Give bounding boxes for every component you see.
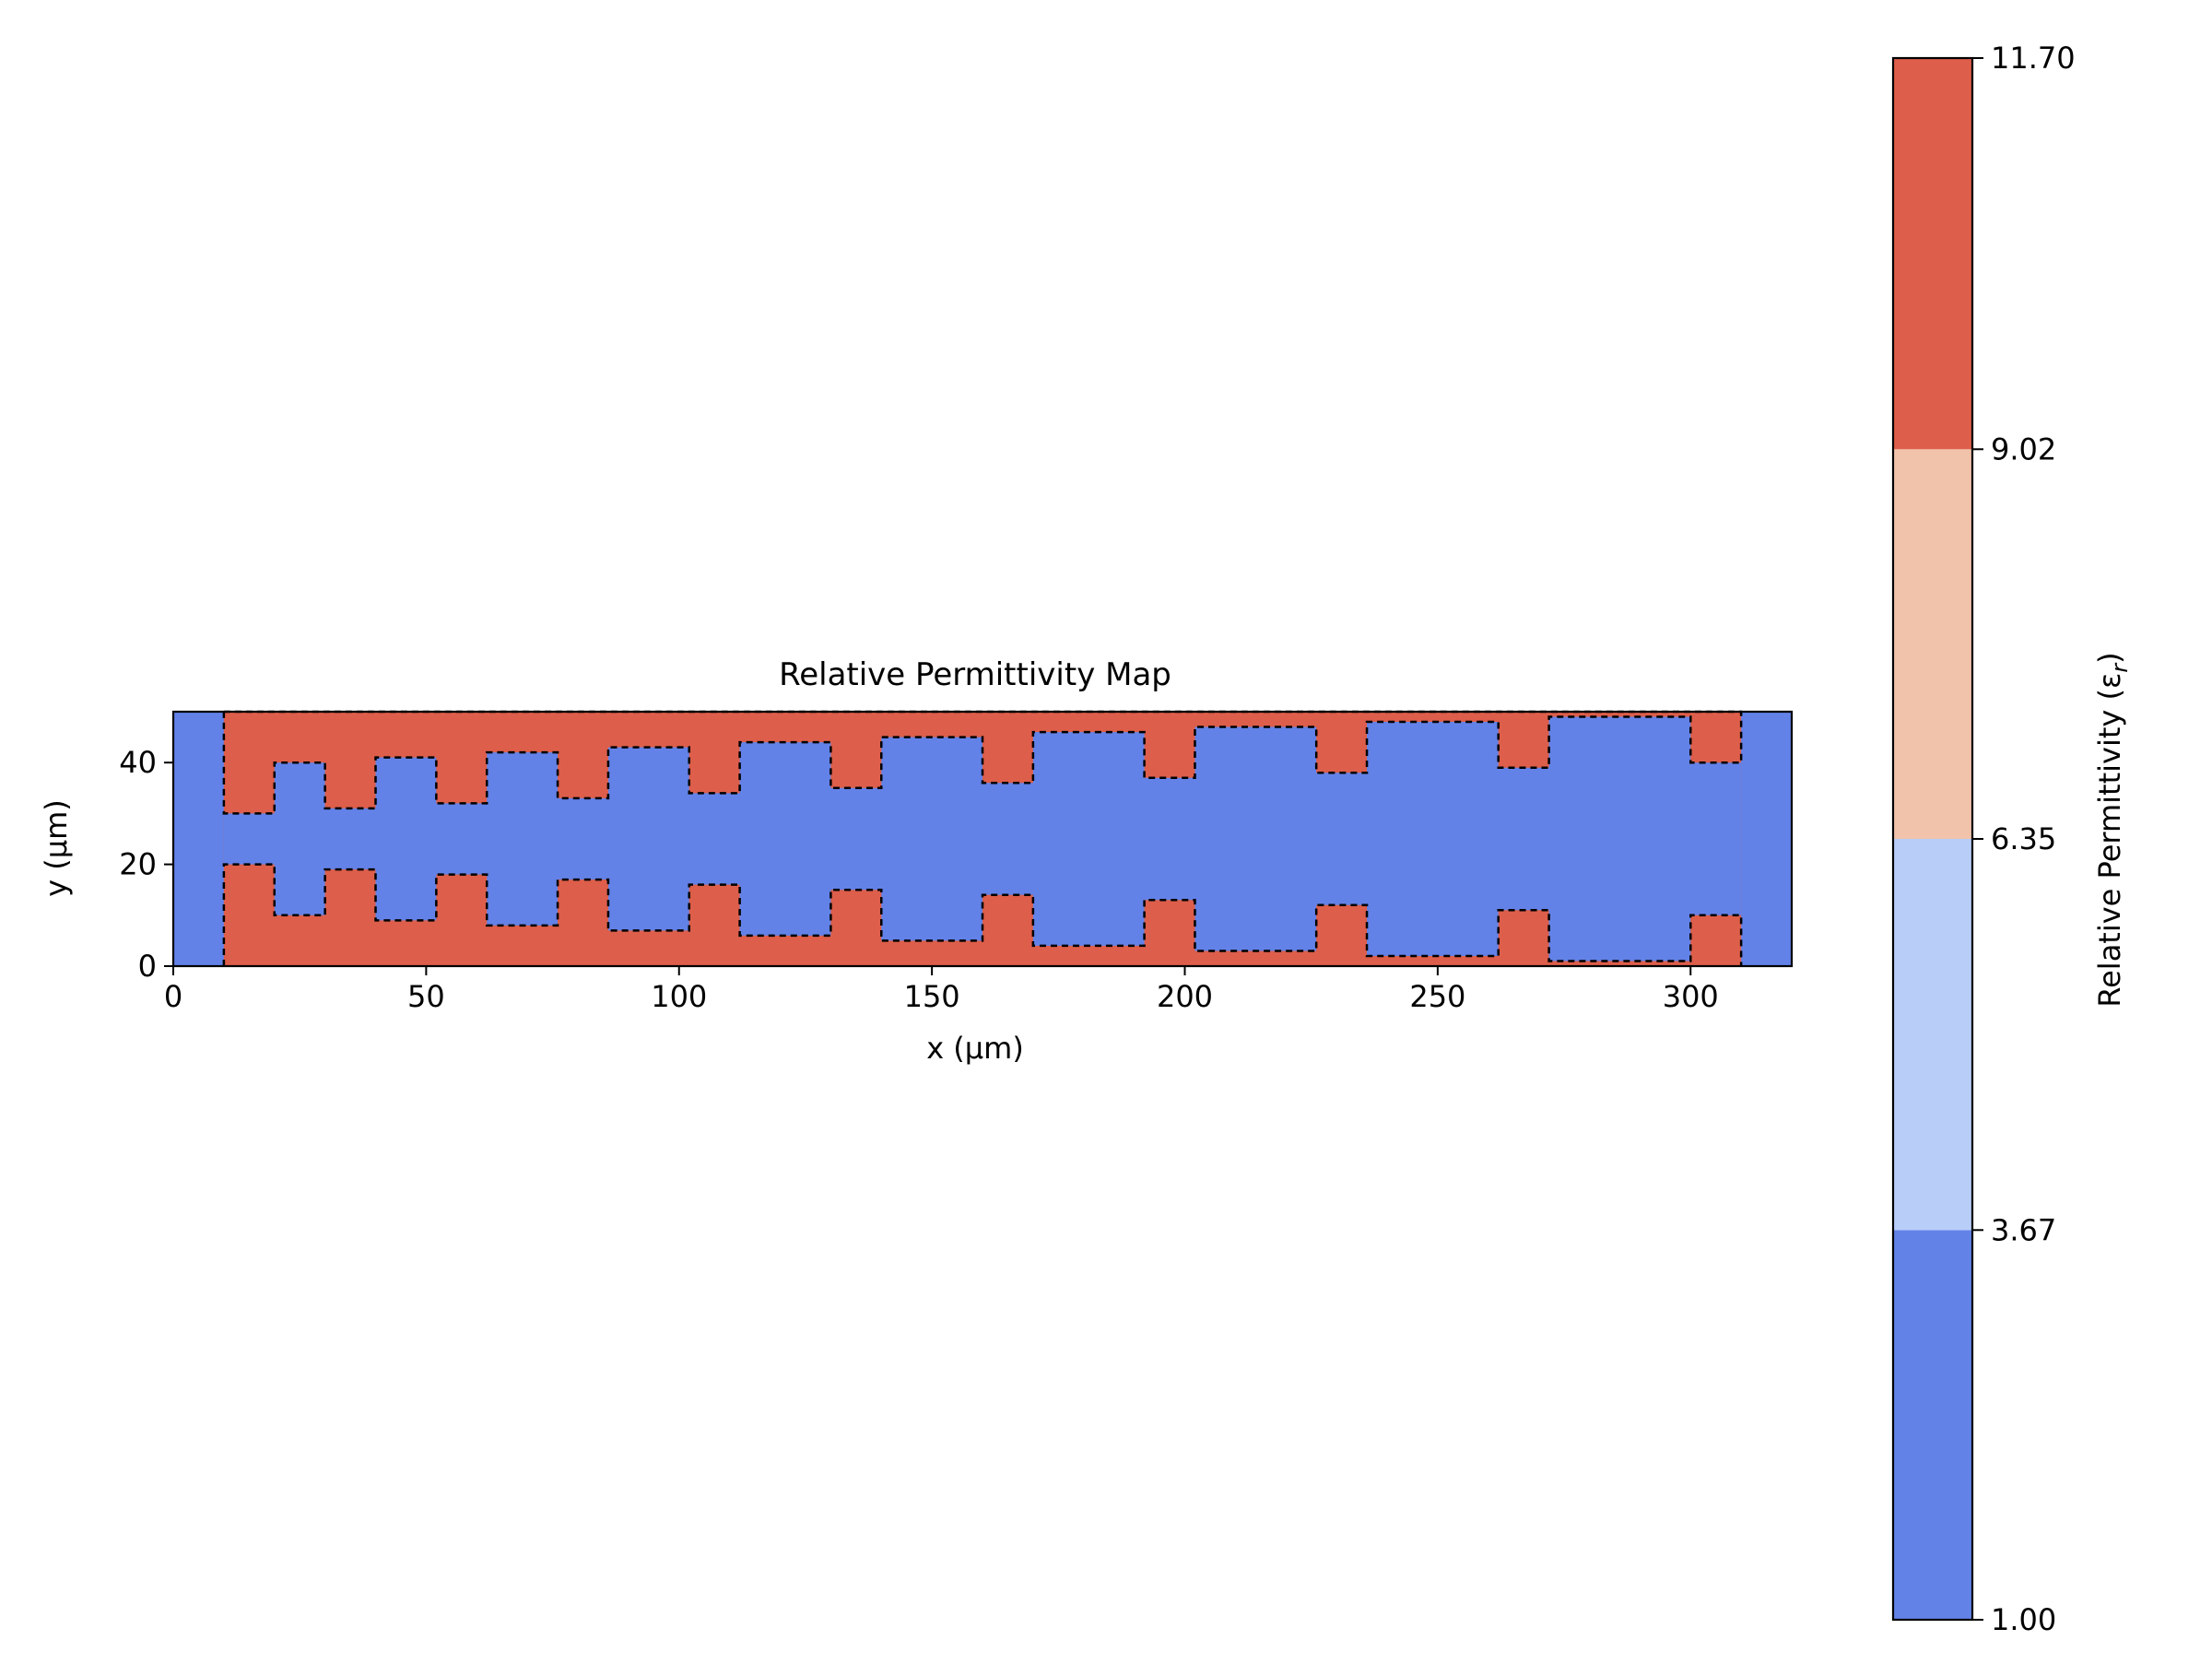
x-tick-label: 300 [1663,979,1719,1014]
y-tick-label: 0 [138,949,157,984]
colorbar-label-main: Relative Permittivity (ε [2092,673,2127,1008]
colorbar: 1.00 3.67 6.35 9.02 11.70 [1891,41,2076,1637]
x-tick-label: 100 [651,979,707,1014]
y-tick-label: 20 [119,847,157,882]
colorbar-tick-label: 9.02 [1991,431,2056,466]
y-tick-label: 40 [119,745,157,780]
colorbar-tick-label: 1.00 [1991,1602,2056,1637]
colorbar-band [1893,449,1972,839]
lower-contour [222,863,1743,966]
plot-frame [171,710,1794,968]
x-tick-label: 50 [407,979,445,1014]
channel-region [223,716,1742,962]
colorbar-label-subscript: r [2107,662,2133,673]
upper-contour [222,710,1743,815]
colorbar-tick-label: 3.67 [1991,1212,2056,1247]
colorbar-band [1893,58,1972,450]
colorbar-label-close: ) [2092,652,2127,663]
x-axis-label: x (µm) [926,1031,1024,1066]
x-tick-label: 0 [164,979,182,1014]
colorbar-band [1893,1230,1972,1620]
x-tick-label: 200 [1157,979,1213,1014]
colorbar-tick-label: 11.70 [1991,41,2076,76]
chart-title: Relative Permittivity Map [779,656,1171,693]
axes-layer: 0 50 100 150 200 250 300 0 20 40 [119,710,1794,1014]
colorbar-tick-label: 6.35 [1991,821,2056,856]
x-tick-label: 150 [904,979,960,1014]
colorbar-band [1893,839,1972,1231]
colorbar-label: Relative Permittivity (εr) [2092,652,2133,1007]
heatmap-layer [173,710,1792,966]
y-axis-label: y (µm) [39,799,74,897]
x-tick-label: 250 [1409,979,1465,1014]
